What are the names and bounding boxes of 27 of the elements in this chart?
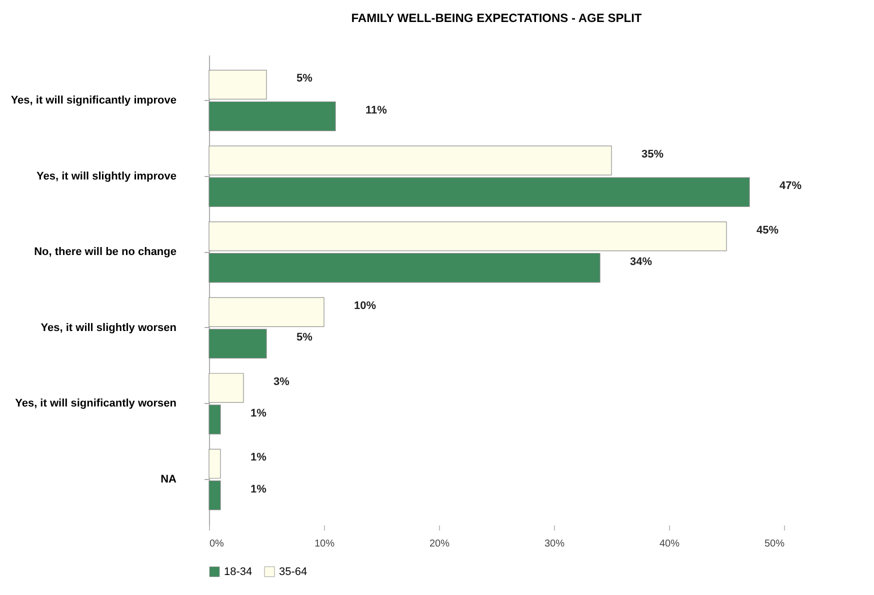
y-tick-label: NA [160,474,177,486]
data-label: 34% [630,256,652,268]
data-label: 11% [366,104,388,116]
data-label: 35% [642,148,664,160]
data-label: 1% [250,483,267,496]
chart-title: FAMILY WELL-BEING EXPECTATIONS - AGE SPLIT [351,11,642,25]
y-tick-label: No, there will be no change [34,246,176,258]
x-tick-label: 0% [210,538,224,550]
data-label: 10% [354,300,376,312]
data-label: 3% [274,376,290,388]
x-tick-label: 30% [544,538,565,550]
legend-label: 18-34 [224,566,252,578]
x-tick-label: 20% [429,538,450,550]
data-label: 1% [250,452,267,464]
data-label: 47% [780,180,802,192]
y-tick-label: Yes, it will slightly worsen [40,322,177,334]
x-tick-label: 10% [314,538,335,550]
legend-label: 35-64 [279,566,308,578]
y-tick-label: Yes, it will slightly improve [36,170,176,182]
data-label: 5% [296,72,313,85]
data-label: 5% [296,332,313,344]
x-tick-label: 40% [659,538,680,550]
y-tick-label: Yes, it will significantly worsen [15,398,177,410]
y-tick-label: Yes, it will significantly improve [10,94,176,106]
data-label: 1% [250,408,267,420]
data-label: 45% [756,224,779,236]
x-tick-label: 50% [764,538,785,550]
